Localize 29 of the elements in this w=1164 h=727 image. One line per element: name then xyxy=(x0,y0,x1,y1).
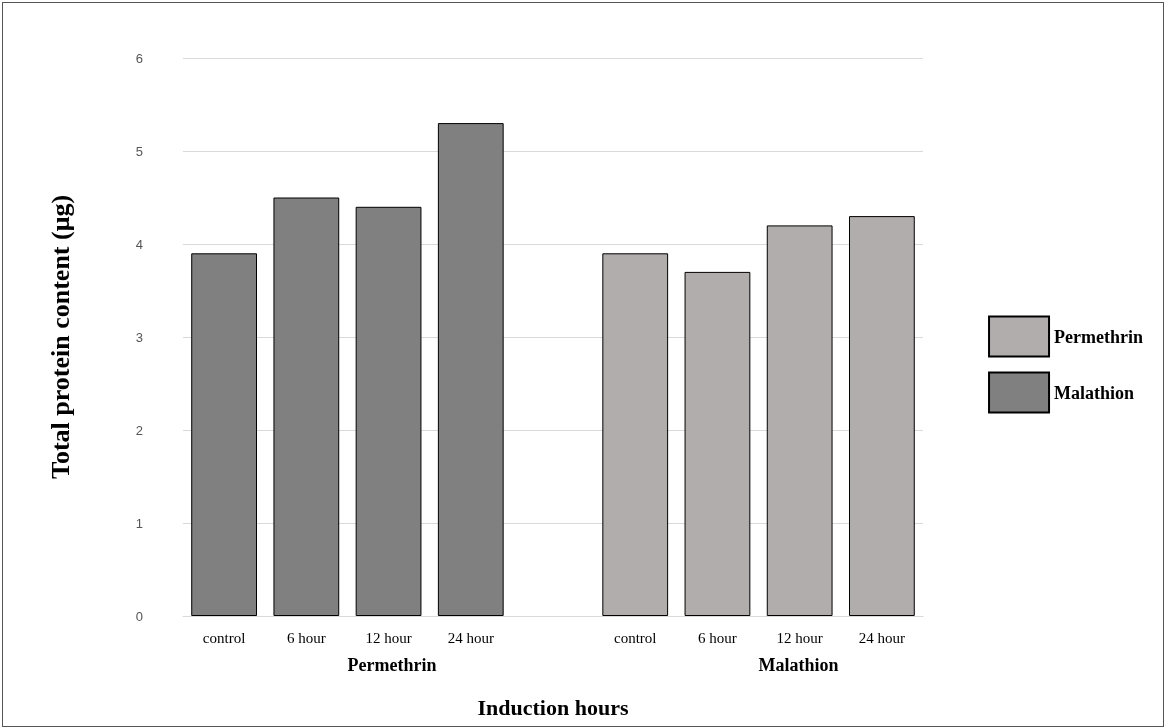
bar xyxy=(355,206,422,616)
legend-label: Permethrin xyxy=(1054,326,1144,347)
legend-label: Malathion xyxy=(1054,382,1135,403)
bar xyxy=(191,253,257,616)
y-tick-label: 5 xyxy=(135,143,143,159)
bar xyxy=(273,197,340,616)
y-tick-label: 1 xyxy=(135,515,143,531)
y-axis-title: Total protein content (μg) xyxy=(45,194,75,480)
x-tick-label: control xyxy=(202,629,246,646)
x-axis-title: Induction hours xyxy=(477,694,629,720)
text: Malathion xyxy=(758,655,839,675)
x-tick-label: 12 hour xyxy=(365,629,412,646)
x-tick-label: 6 hour xyxy=(698,629,737,646)
bar xyxy=(849,216,915,616)
y-tick-label: 4 xyxy=(135,236,143,252)
y-tick-label: 2 xyxy=(135,422,143,438)
x-tick-label: 24 hour xyxy=(447,629,494,646)
bar xyxy=(602,253,669,616)
bar xyxy=(766,225,833,616)
x-tick-label: 6 hour xyxy=(286,629,326,646)
x-tick-label: control xyxy=(613,629,657,646)
y-tick-label: 0 xyxy=(135,608,143,624)
x-tick-label: 24 hour xyxy=(858,629,906,646)
bar xyxy=(684,271,751,616)
x-tick-label: 12 hour xyxy=(776,629,823,646)
y-tick-label: 3 xyxy=(135,329,143,345)
bar xyxy=(437,123,504,616)
y-tick-label: 6 xyxy=(135,50,143,66)
text: Permethrin xyxy=(347,655,437,675)
